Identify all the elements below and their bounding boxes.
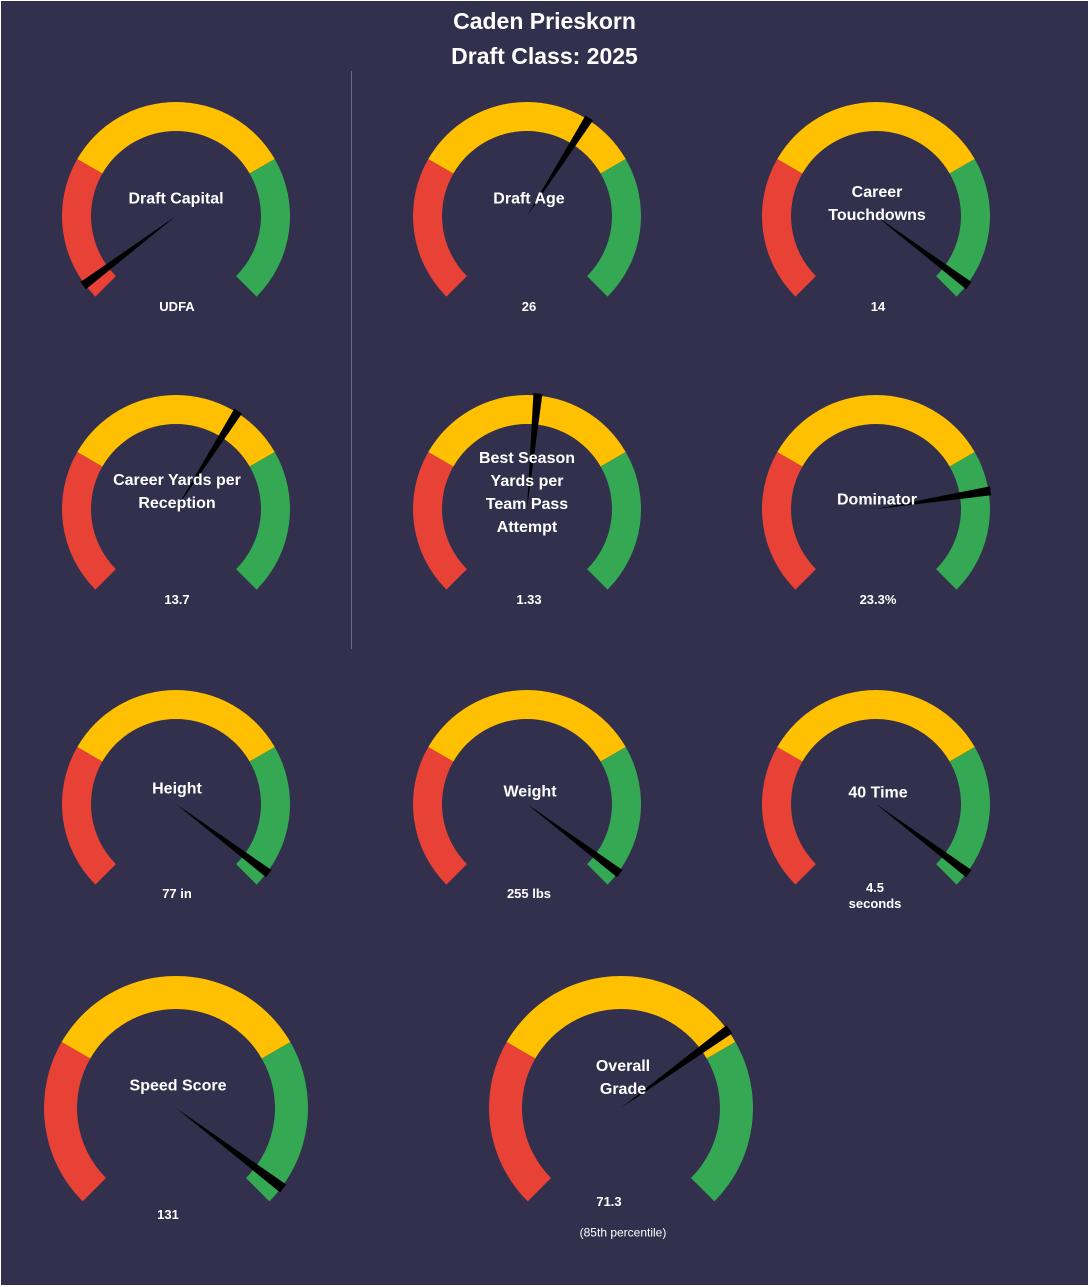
gauge-5 xyxy=(762,395,992,590)
gauge-band-yellow xyxy=(777,690,975,762)
gauge-band-red xyxy=(61,747,116,885)
gauge-title: Overall Grade xyxy=(595,1058,651,1098)
gauge-value: 4.5 seconds xyxy=(848,880,902,911)
gauge-needle xyxy=(176,408,242,509)
gauge-band-yellow xyxy=(428,102,626,174)
gauge-value: 13.7 xyxy=(164,592,190,607)
gauge-band-green xyxy=(587,747,641,885)
gauge-needle xyxy=(876,216,972,290)
gauge-band-red xyxy=(489,1042,551,1202)
gauge-title: Best Season Yards per Team Pass Attempt xyxy=(478,450,576,536)
gauge-band-green xyxy=(236,159,290,297)
gauge-needle xyxy=(876,804,972,878)
gauge-band-yellow xyxy=(77,102,275,174)
gauge-band-red xyxy=(762,159,816,297)
player-name-title: Caden Prieskorn xyxy=(453,8,636,34)
gauge-band-red xyxy=(44,1042,106,1202)
gauge-needle xyxy=(621,1025,733,1108)
gauge-band-green xyxy=(246,1042,309,1202)
gauge-band-yellow xyxy=(77,690,275,762)
gauge-value: 14 xyxy=(870,299,886,314)
gauge-band-green xyxy=(691,1042,753,1202)
gauge-value: 71.3 xyxy=(596,1194,622,1209)
gauge-note: (85th percentile) xyxy=(579,1225,667,1240)
gauge-band-green xyxy=(236,452,291,590)
gauge-band-green xyxy=(587,159,641,297)
gauge-band-yellow xyxy=(61,976,291,1059)
gauge-value: 131 xyxy=(157,1207,179,1222)
gauge-needle xyxy=(176,1108,287,1193)
gauge-band-red xyxy=(61,452,116,590)
gauge-3 xyxy=(61,394,291,590)
gauge-band-yellow xyxy=(77,394,275,467)
gauge-band-red xyxy=(762,747,816,885)
gauge-title: Height xyxy=(152,780,202,798)
gauge-band-yellow xyxy=(777,395,975,467)
gauge-title: Weight xyxy=(503,783,557,801)
gauge-needle xyxy=(876,486,992,509)
gauge-value: 1.33 xyxy=(516,592,542,607)
gauge-title: Career Yards per Reception xyxy=(113,472,241,512)
gauge-band-red xyxy=(412,159,467,297)
gauge-title: Career Touchdowns xyxy=(828,184,926,224)
gauge-band-red xyxy=(61,159,116,297)
gauge-band-green xyxy=(936,452,990,590)
gauge-4 xyxy=(413,393,641,590)
gauge-title: Dominator xyxy=(837,491,917,509)
gauge-6 xyxy=(61,690,291,885)
gauge-needle xyxy=(527,804,623,878)
gauge-8 xyxy=(762,690,990,885)
draft-class-subtitle: Draft Class: 2025 xyxy=(451,43,638,69)
gauge-band-yellow xyxy=(428,395,626,467)
gauge-needle xyxy=(80,216,176,290)
gauge-value: 77 in xyxy=(162,886,192,901)
gauge-band-yellow xyxy=(506,976,736,1059)
gauge-band-green xyxy=(587,452,641,590)
gauge-band-green xyxy=(936,747,990,885)
gauge-title: Speed Score xyxy=(129,1077,227,1095)
gauge-9 xyxy=(44,976,309,1202)
gauge-band-yellow xyxy=(428,690,626,762)
gauge-title: Draft Capital xyxy=(128,190,224,208)
gauge-needle xyxy=(527,393,543,509)
gauge-value: 255 lbs xyxy=(506,886,552,901)
gauge-band-red xyxy=(762,452,816,590)
gauge-7 xyxy=(412,690,641,885)
gauge-title: 40 Time xyxy=(848,784,908,802)
gauge-band-yellow xyxy=(777,102,975,174)
gauge-title: Draft Age xyxy=(493,190,565,208)
gauge-10 xyxy=(489,976,753,1202)
divider-line xyxy=(351,71,352,649)
gauge-2 xyxy=(762,102,990,297)
gauge-needle xyxy=(527,115,593,216)
gauge-band-red xyxy=(412,747,467,885)
gauge-band-green xyxy=(236,747,291,885)
gauge-value: 23.3% xyxy=(859,592,897,607)
gauge-needle xyxy=(176,804,272,878)
gauge-band-red xyxy=(413,452,467,590)
gauge-band-green xyxy=(936,159,990,297)
gauge-0 xyxy=(61,102,290,297)
gauge-value: UDFA xyxy=(159,299,195,314)
gauge-1 xyxy=(412,102,641,297)
gauge-value: 26 xyxy=(521,299,537,314)
